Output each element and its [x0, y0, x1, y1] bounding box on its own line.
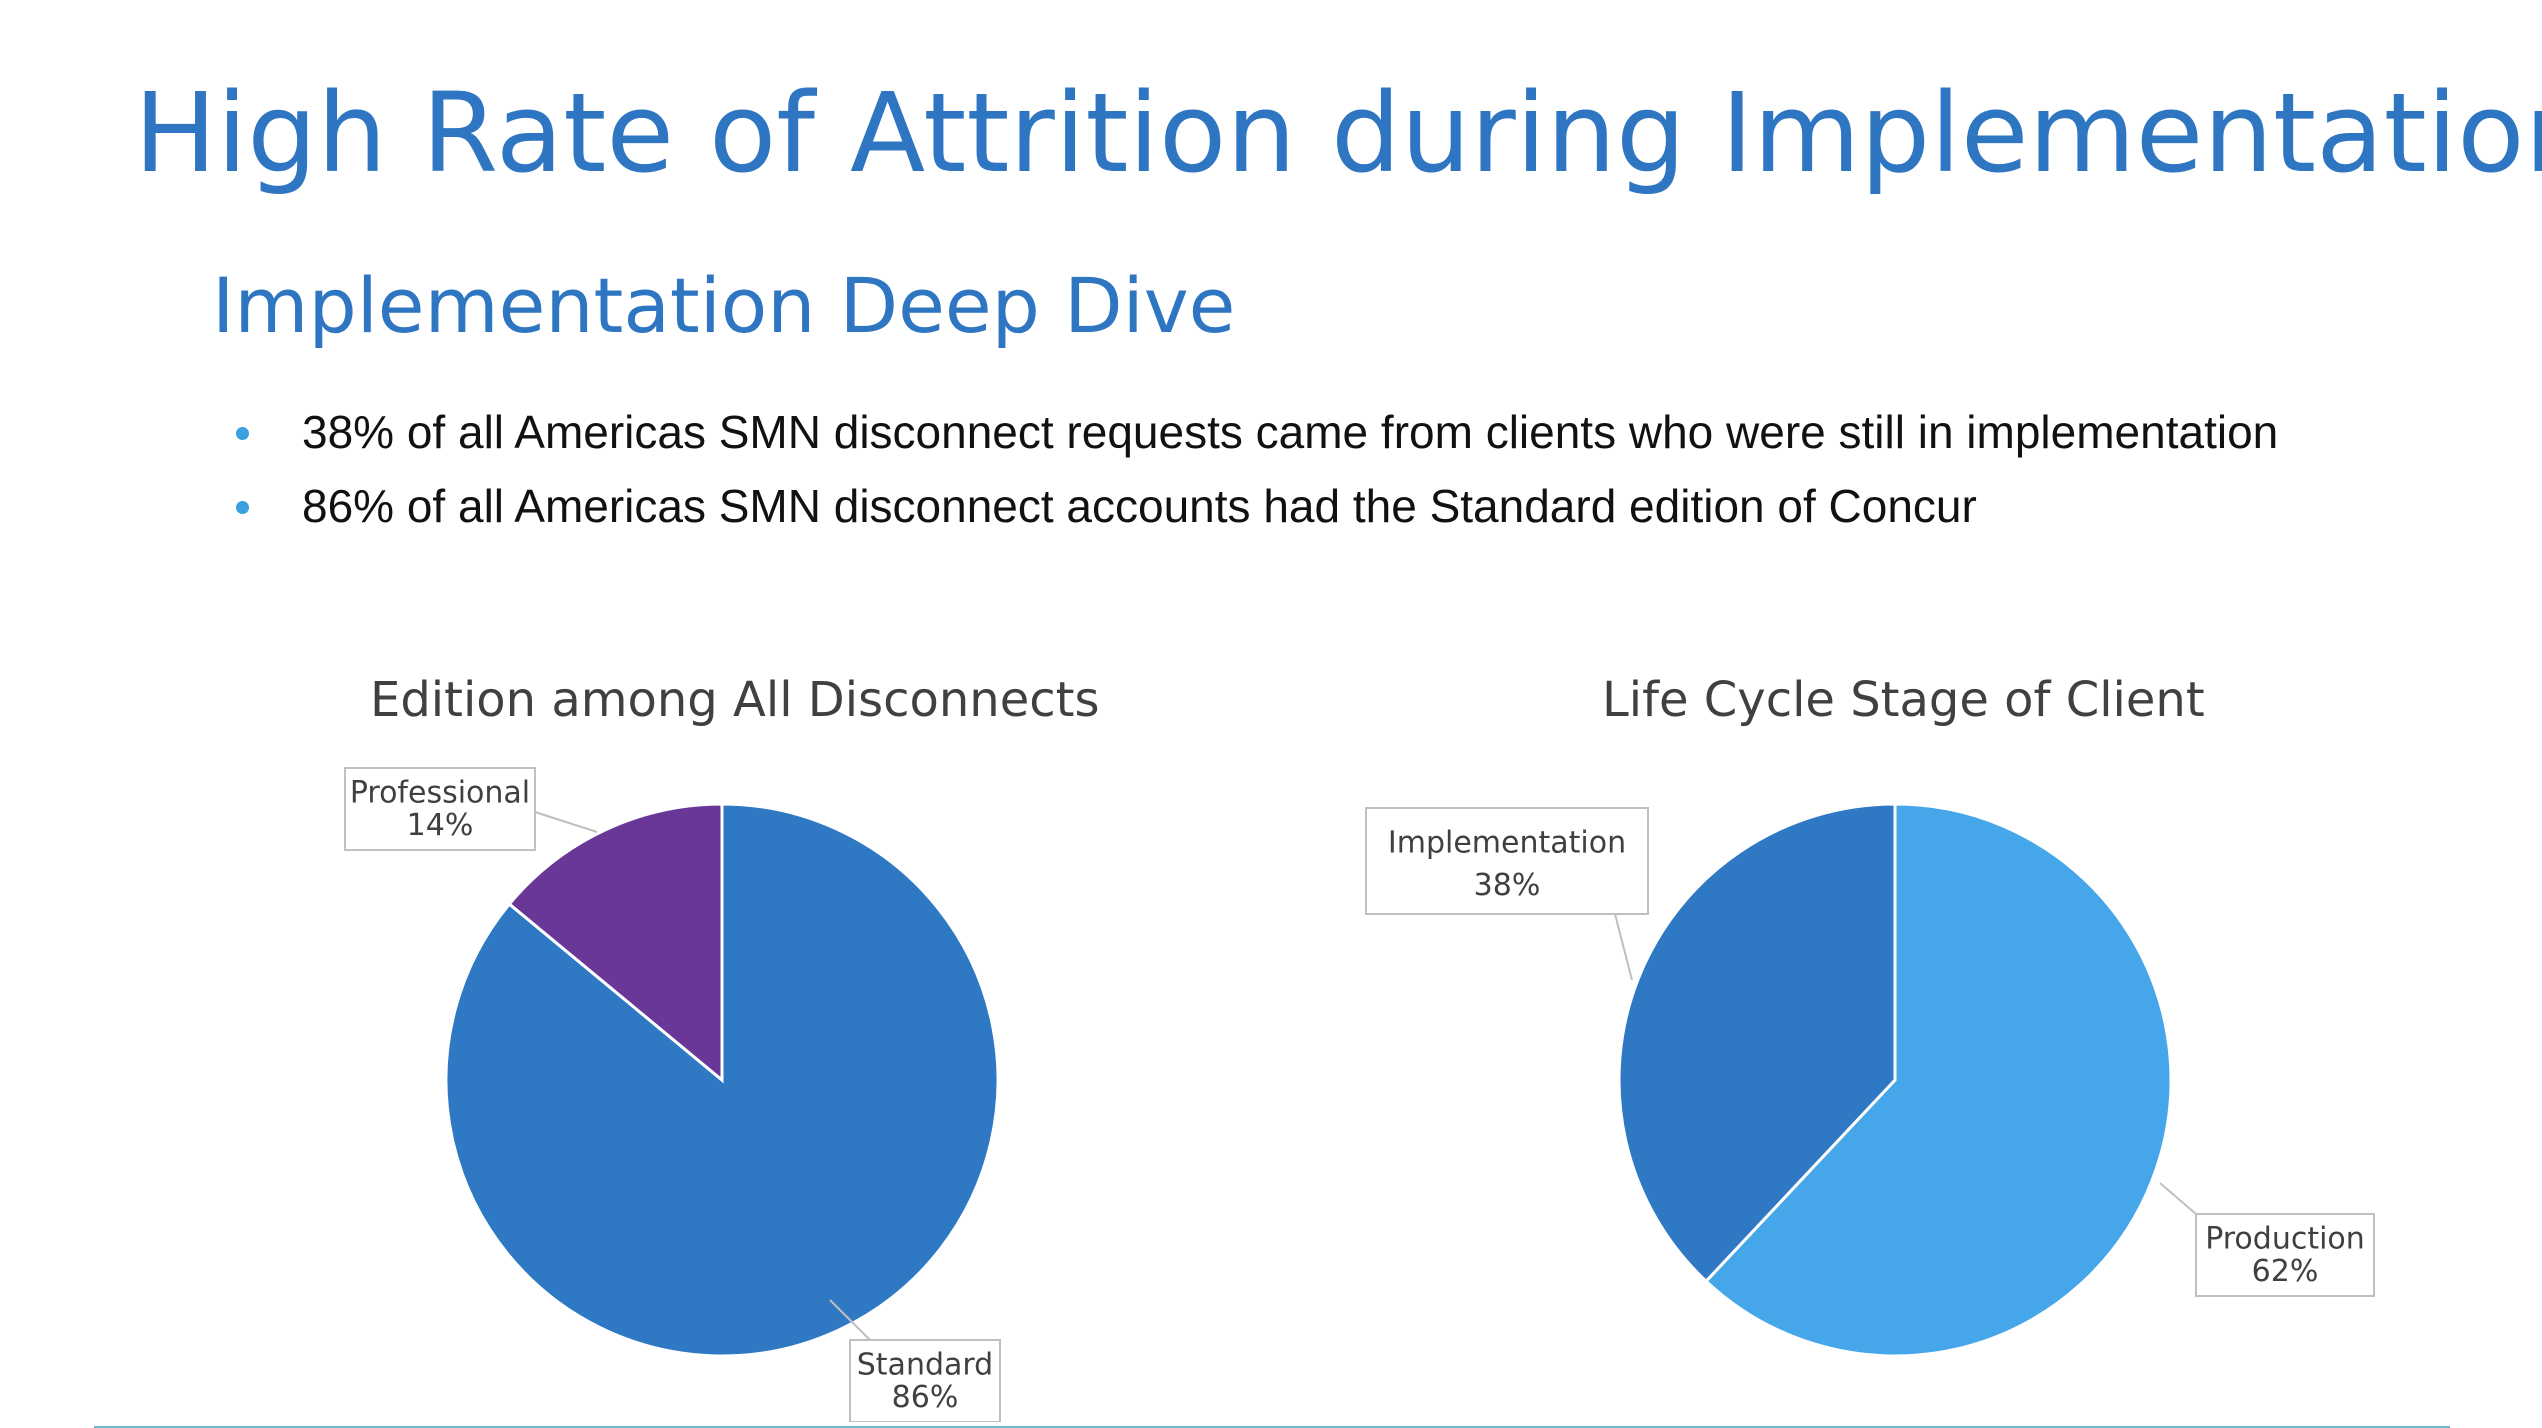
data-value-standard: 86%: [892, 1380, 959, 1415]
leader-line-standard: [829, 1299, 876, 1346]
leader-line-production: [2159, 1182, 2197, 1215]
pie-slice-production: [1703, 802, 2173, 1358]
data-value-implementation: 38%: [1474, 868, 1541, 903]
data-value-production: 62%: [2252, 1254, 2319, 1289]
slide-subtitle: Implementation Deep Dive: [212, 261, 1236, 350]
pie-slice-implementation: [1617, 802, 1897, 1284]
chart-title-edition: Edition among All Disconnects: [370, 672, 1100, 728]
data-label-implementation: Implementation: [1388, 826, 1626, 861]
bullet-list: 38% of all Americas SMN disconnect reque…: [232, 395, 2278, 543]
callout-box-implementation: [1365, 807, 1649, 915]
data-value-professional: 14%: [407, 808, 474, 843]
bullet-item: 38% of all Americas SMN disconnect reque…: [232, 395, 2278, 469]
callout-box-production: [2195, 1213, 2375, 1297]
data-label-standard: Standard: [857, 1347, 993, 1382]
leader-line-implementation: [1614, 913, 1633, 981]
leader-line-professional: [534, 811, 598, 833]
callout-box-standard: [849, 1339, 1001, 1422]
slide-title: High Rate of Attrition during Implementa…: [134, 69, 2542, 197]
pie-slice-professional: [507, 802, 724, 1084]
callout-box-professional: [344, 767, 536, 851]
chart-title-lifecycle: Life Cycle Stage of Client: [1602, 672, 2205, 728]
data-label-production: Production: [2205, 1221, 2365, 1256]
bullet-item: 86% of all Americas SMN disconnect accou…: [232, 469, 2278, 543]
data-label-professional: Professional: [350, 775, 530, 810]
